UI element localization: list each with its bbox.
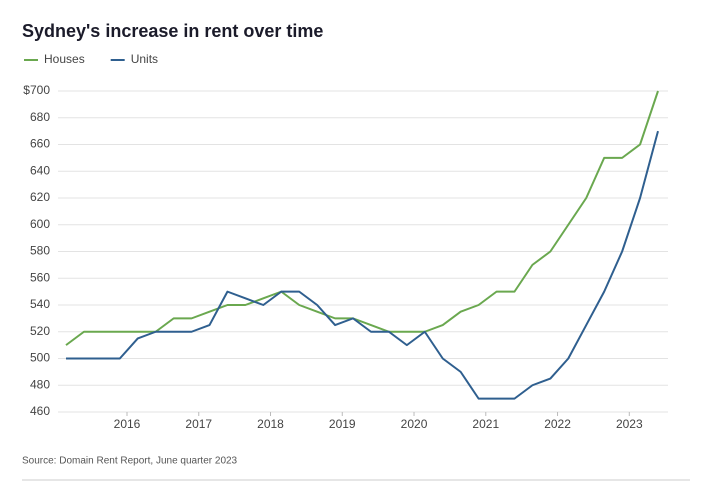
- y-tick-label: 500: [30, 351, 50, 365]
- y-tick-label: 540: [30, 297, 50, 311]
- y-tick-label: 580: [30, 244, 50, 258]
- y-tick-label: 620: [30, 190, 50, 204]
- y-tick-label: $700: [23, 83, 50, 97]
- x-tick-label: 2019: [329, 417, 356, 431]
- x-tick-label: 2022: [544, 417, 571, 431]
- chart-title: Sydney's increase in rent over time: [22, 21, 323, 41]
- x-tick-label: 2020: [401, 417, 428, 431]
- y-tick-label: 600: [30, 217, 50, 231]
- y-tick-label: 520: [30, 324, 50, 338]
- y-tick-label: 680: [30, 110, 50, 124]
- x-tick-label: 2017: [185, 417, 212, 431]
- series-line: [66, 130, 659, 400]
- y-tick-label: 480: [30, 377, 50, 391]
- series-line: [65, 90, 659, 346]
- legend-label: Houses: [44, 52, 85, 66]
- y-tick-label: 560: [30, 270, 50, 284]
- x-tick-label: 2023: [616, 417, 643, 431]
- x-tick-label: 2018: [257, 417, 284, 431]
- source-note: Source: Domain Rent Report, June quarter…: [22, 456, 238, 467]
- x-tick-label: 2016: [114, 417, 141, 431]
- x-tick-label: 2021: [472, 417, 499, 431]
- y-tick-label: 660: [30, 137, 50, 151]
- y-tick-label: 460: [30, 404, 50, 418]
- y-tick-label: 640: [30, 163, 50, 177]
- legend-label: Units: [131, 52, 158, 66]
